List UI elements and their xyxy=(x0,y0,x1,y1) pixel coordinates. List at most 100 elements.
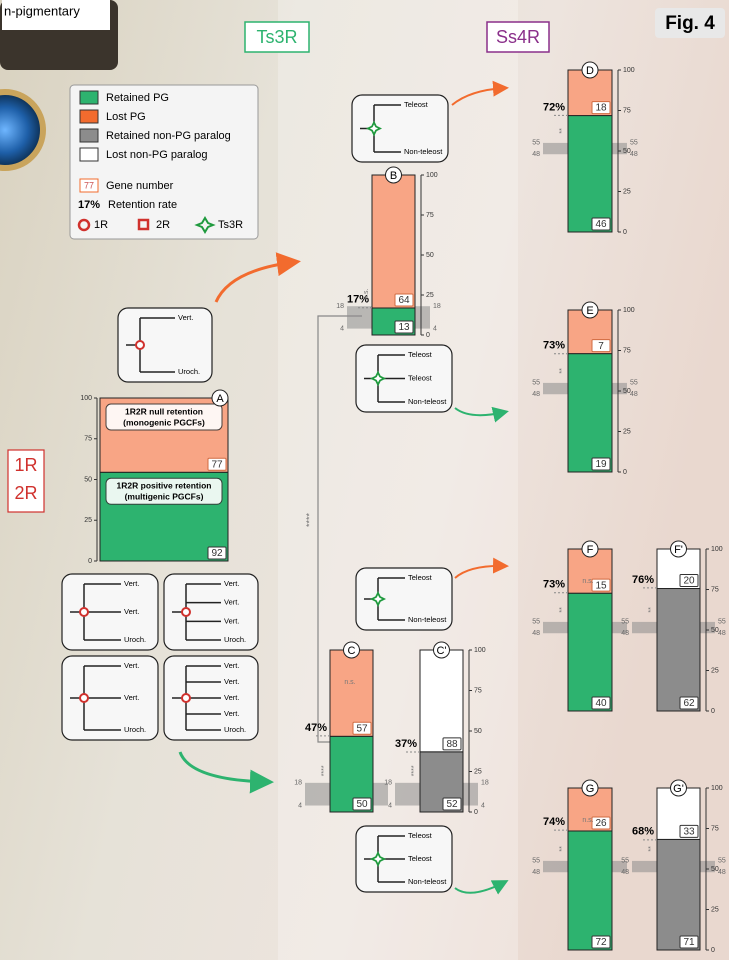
gene-number: 62 xyxy=(683,698,695,709)
tick-label: 0 xyxy=(711,947,715,954)
legend-label: Retention rate xyxy=(108,199,177,211)
tick-label: 75 xyxy=(84,436,92,443)
band-label: 18 xyxy=(384,780,392,787)
tick-label: 50 xyxy=(623,388,631,395)
bar-segment xyxy=(567,830,613,951)
gene-number: 50 xyxy=(356,799,368,810)
arrow xyxy=(454,557,509,579)
retention-rate: 74% xyxy=(543,816,565,828)
band-label: 48 xyxy=(718,869,726,876)
column-title: Ss4R xyxy=(496,27,540,47)
panel-letter-circle xyxy=(581,540,599,558)
retention-rate: 72% xyxy=(543,101,565,113)
gene-number: 92 xyxy=(211,548,223,559)
tree-label: Vert. xyxy=(124,579,139,588)
tick-label: 100 xyxy=(426,172,438,179)
significance: ** xyxy=(559,846,566,852)
gene-number: 20 xyxy=(683,576,695,587)
gene-number-box xyxy=(591,578,611,592)
tick-label: 75 xyxy=(426,212,434,219)
bar-segment xyxy=(419,649,464,753)
significance: ** xyxy=(648,607,655,613)
tick-label: 50 xyxy=(426,252,434,259)
tick-label: 25 xyxy=(623,188,631,195)
tree-label: Teleost xyxy=(408,373,433,382)
band-label: 55 xyxy=(532,140,540,147)
legend-label: Ts3R xyxy=(218,219,243,231)
gene-number-box xyxy=(442,797,462,811)
tick-label: 100 xyxy=(711,785,723,792)
gene-number: 19 xyxy=(595,459,607,470)
tree-box xyxy=(163,573,259,651)
tree-label: Teleost xyxy=(408,350,433,359)
tree-label: Teleost xyxy=(408,854,433,863)
connector xyxy=(317,315,362,743)
gene-number-box xyxy=(591,816,611,830)
tree-marker xyxy=(369,590,387,608)
tick-label: 0 xyxy=(623,469,627,476)
gene-number-box xyxy=(352,797,372,811)
significance: **** xyxy=(321,765,328,776)
band-label: 55 xyxy=(532,858,540,865)
band-label: 55 xyxy=(630,140,638,147)
gene-number: 40 xyxy=(595,698,607,709)
legend-swatch xyxy=(79,109,99,124)
band-label: 4 xyxy=(298,802,302,809)
corner-label: n-pigmentary xyxy=(4,3,80,18)
tick-label: 0 xyxy=(474,809,478,816)
gene-number: 46 xyxy=(595,219,607,230)
tick-label: 0 xyxy=(426,332,430,339)
band-label: 48 xyxy=(630,391,638,398)
gene-number-box xyxy=(394,320,414,334)
panel-letter-circle xyxy=(433,641,450,659)
band-label: 55 xyxy=(718,619,726,626)
gene-number-box xyxy=(591,217,611,231)
note-text: 1R2R null retention xyxy=(125,406,203,416)
tick-label: 0 xyxy=(88,558,92,565)
panel-letter-circle xyxy=(581,779,599,797)
legend-label: Gene number xyxy=(106,180,174,192)
bar-segment xyxy=(419,751,464,813)
gene-number: 13 xyxy=(398,322,410,333)
panel-letter: B xyxy=(390,170,397,182)
tree-label: Vert. xyxy=(124,661,139,670)
gene-number: 33 xyxy=(683,827,695,838)
gene-number-box xyxy=(591,935,611,949)
band-label: 48 xyxy=(630,151,638,158)
tick-label: 75 xyxy=(711,825,719,832)
legend-label: 2R xyxy=(156,219,170,231)
retention-rate: 17% xyxy=(347,294,369,306)
gene-number-box xyxy=(679,696,699,710)
gene-number: 18 xyxy=(595,103,607,114)
column-title: Ts3R xyxy=(256,27,297,47)
gene-number: 72 xyxy=(595,937,607,948)
note-box xyxy=(105,403,223,431)
tree-label: Uroch. xyxy=(224,635,246,644)
bar-segment xyxy=(656,838,701,951)
gene-number: 64 xyxy=(398,295,410,306)
left-label: 1R xyxy=(14,455,37,475)
tree-marker xyxy=(79,607,89,617)
note-text: (multigenic PGCFs) xyxy=(125,492,204,502)
fig-label-box xyxy=(655,8,725,38)
bar-segment xyxy=(567,115,613,233)
band-label: 18 xyxy=(433,303,441,310)
tree-marker xyxy=(181,607,191,617)
significance: **** xyxy=(411,765,418,776)
arrow xyxy=(451,80,509,106)
tree-label: Non-teleost xyxy=(408,397,447,406)
legend-box xyxy=(69,84,259,240)
gene-number: 57 xyxy=(356,723,368,734)
panel-letter: A xyxy=(216,393,224,405)
band-label: 48 xyxy=(532,151,540,158)
panel-letter: E xyxy=(586,305,593,317)
gene-number: 71 xyxy=(683,937,695,948)
tree-label: Uroch. xyxy=(124,635,146,644)
band-label: 55 xyxy=(532,619,540,626)
bar-segment xyxy=(567,592,613,712)
tree-label: Teleost xyxy=(404,100,429,109)
tree-box xyxy=(355,567,453,631)
corner-label-box xyxy=(2,0,110,30)
